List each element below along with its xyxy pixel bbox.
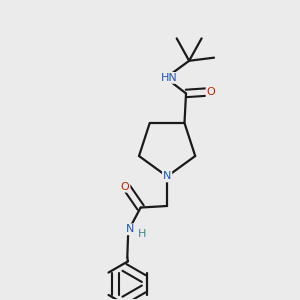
Text: H: H (138, 229, 146, 239)
Text: O: O (121, 182, 130, 192)
Text: N: N (126, 224, 134, 234)
Text: HN: HN (160, 73, 177, 83)
Text: O: O (206, 87, 215, 97)
Text: N: N (163, 171, 171, 182)
